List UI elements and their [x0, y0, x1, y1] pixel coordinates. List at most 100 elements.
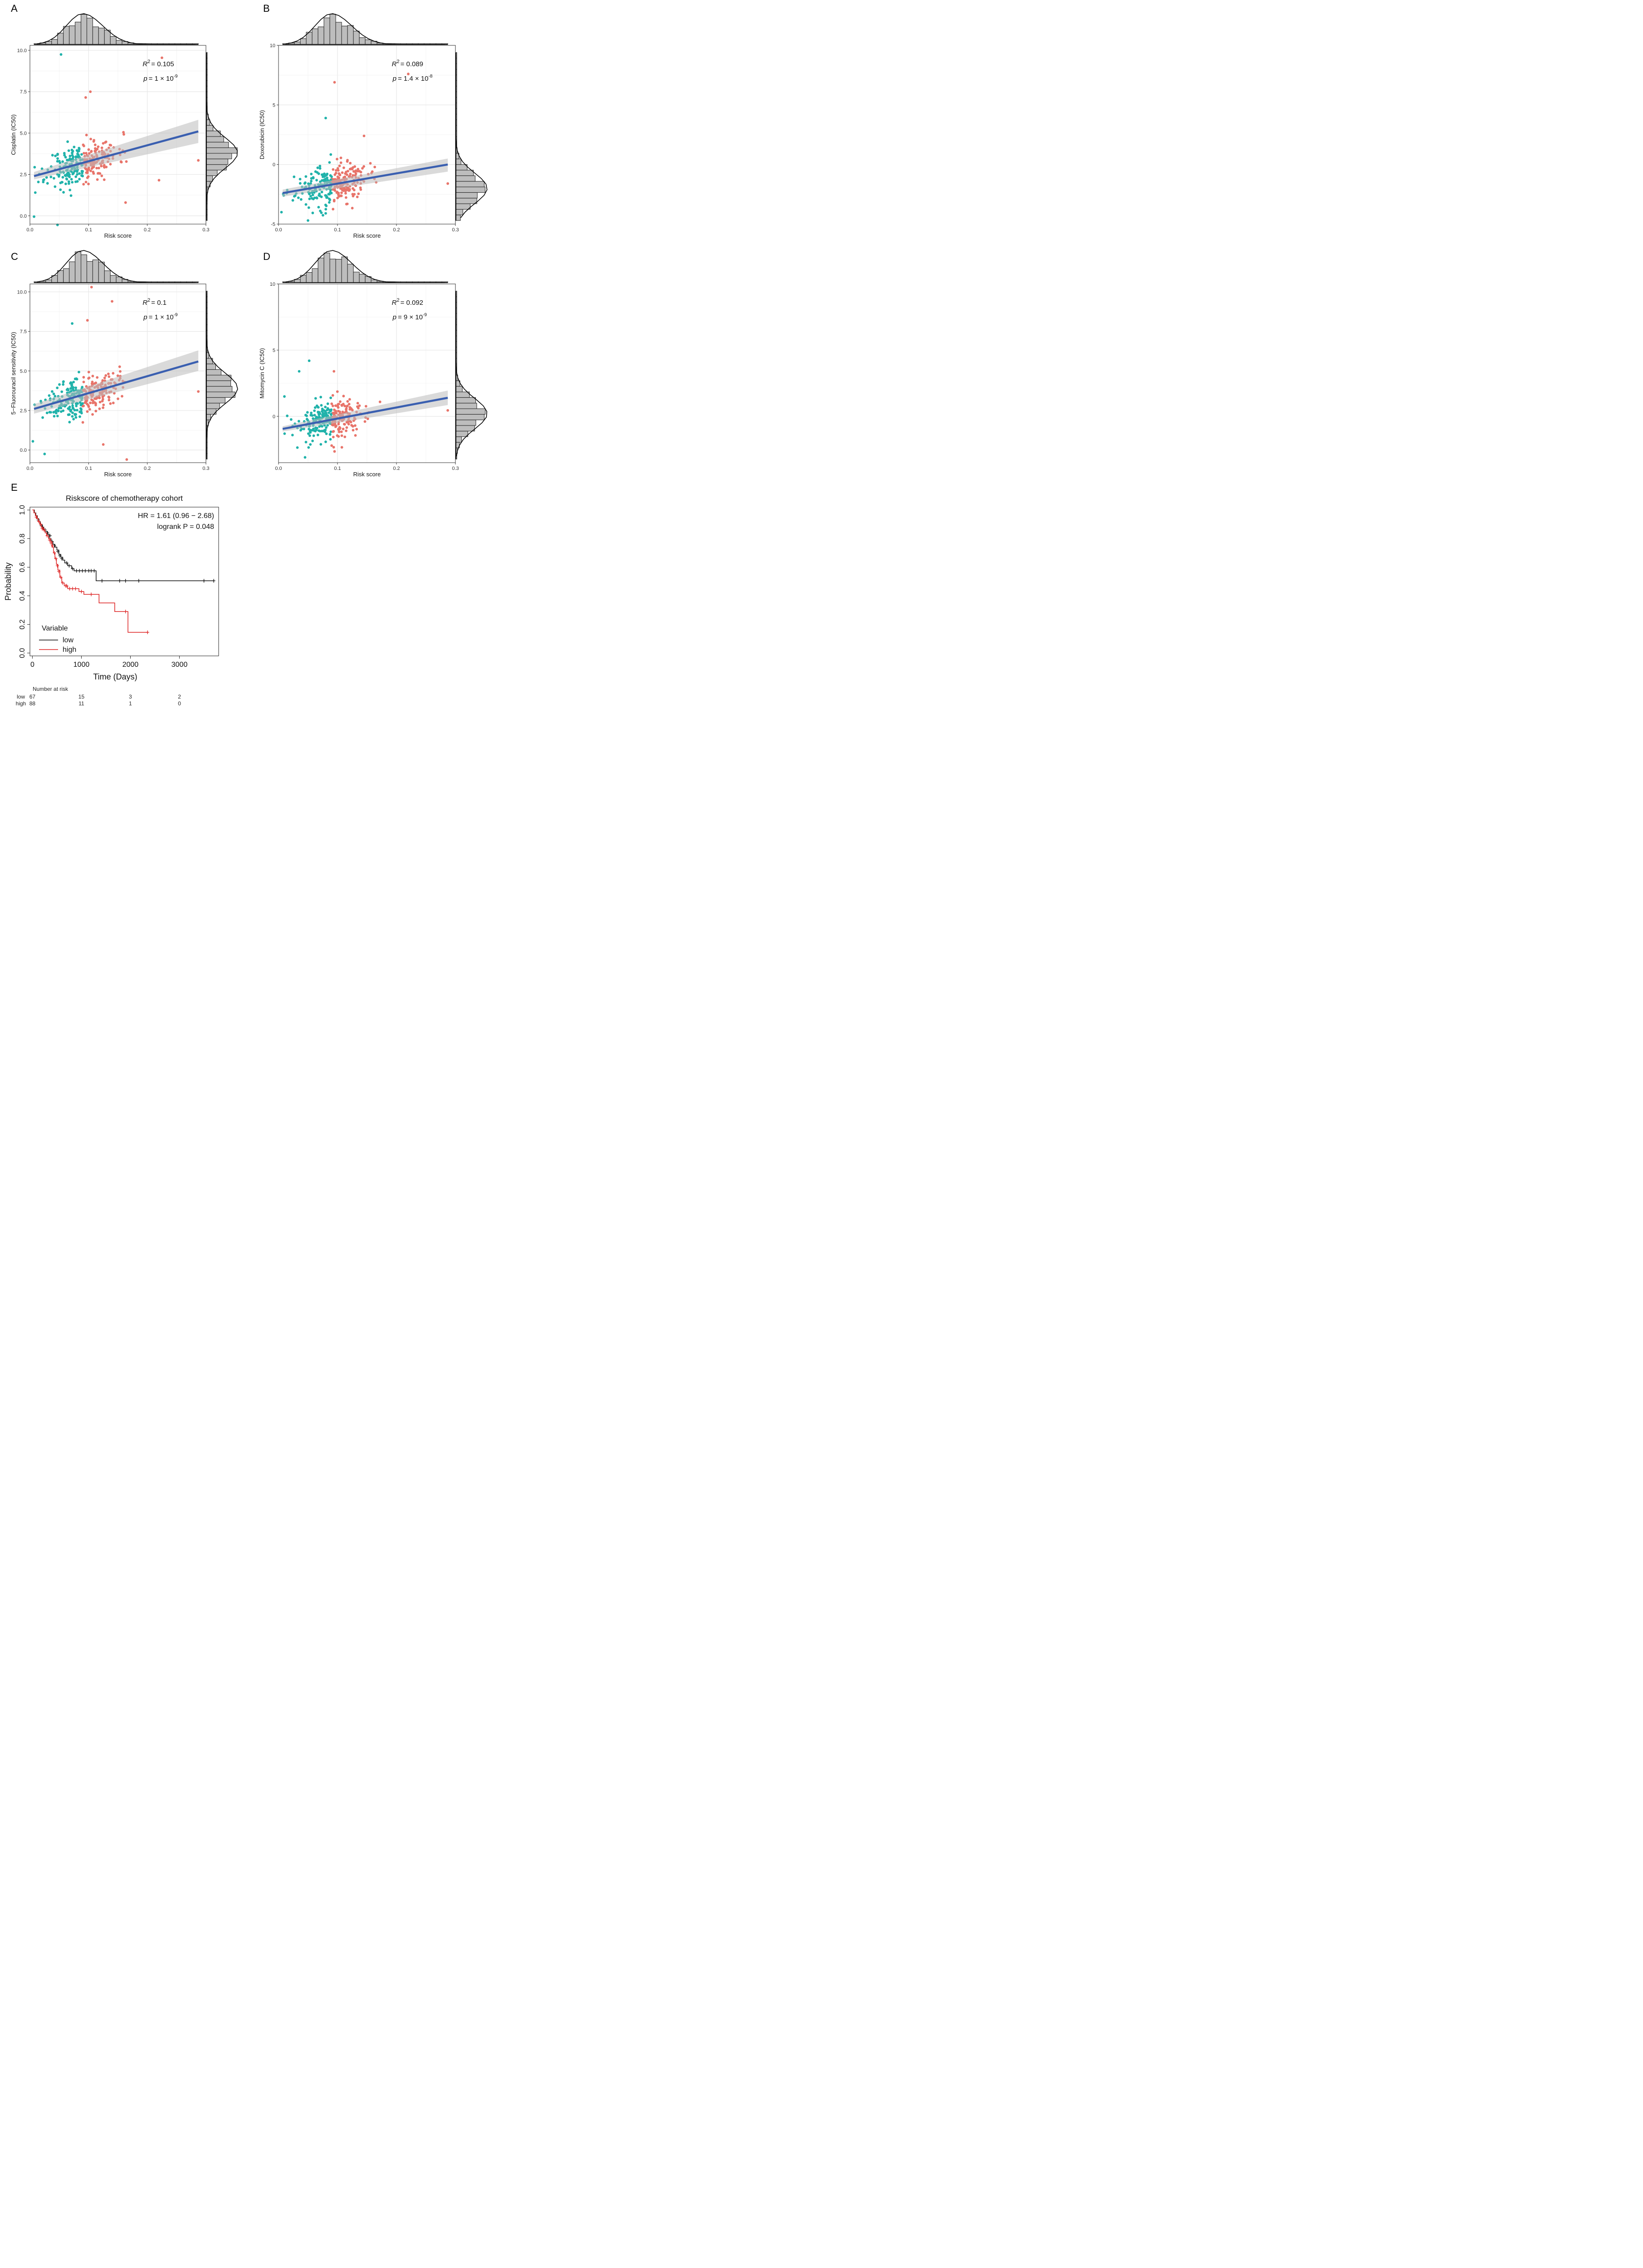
low-risk-point — [312, 434, 315, 437]
high-risk-point — [345, 426, 348, 429]
right-histogram-bar — [206, 380, 231, 387]
low-risk-point — [314, 397, 317, 400]
low-risk-point — [55, 408, 58, 411]
top-histogram-bar — [341, 25, 348, 45]
low-risk-point — [56, 415, 59, 418]
panel-letter: C — [11, 251, 18, 262]
low-risk-point — [298, 370, 301, 373]
top-histogram-bar — [359, 274, 366, 283]
km-y-tick-label: 0.2 — [19, 619, 26, 629]
low-risk-point — [314, 430, 317, 433]
right-histogram-bar — [206, 375, 231, 381]
low-risk-point — [80, 170, 83, 173]
top-histogram-bar — [45, 41, 52, 45]
high-risk-point — [333, 450, 336, 453]
high-risk-point — [353, 193, 356, 196]
high-risk-point — [407, 73, 410, 75]
low-risk-point — [71, 411, 74, 414]
high-risk-point — [354, 424, 357, 427]
censor-mark-high — [45, 534, 49, 538]
low-risk-point — [323, 430, 327, 433]
high-risk-point — [347, 423, 350, 425]
censor-mark-low — [202, 579, 206, 583]
low-risk-point — [320, 191, 323, 194]
high-risk-point — [348, 406, 352, 409]
high-risk-point — [362, 165, 365, 168]
low-risk-point — [70, 384, 73, 387]
low-risk-point — [329, 409, 333, 412]
y-tick-label: 7.5 — [20, 329, 27, 335]
top-histogram-bar — [329, 259, 336, 283]
top-histogram-bar — [92, 26, 99, 45]
right-histogram-bar — [206, 125, 214, 132]
high-risk-point — [337, 193, 340, 196]
low-risk-point — [65, 177, 68, 181]
low-risk-point — [69, 387, 72, 390]
high-risk-point — [107, 396, 110, 398]
high-risk-point — [366, 417, 369, 420]
low-risk-point — [68, 176, 71, 178]
high-risk-point — [344, 192, 347, 195]
high-risk-point — [352, 166, 354, 169]
low-risk-point — [318, 194, 321, 197]
low-risk-point — [42, 181, 45, 184]
low-risk-point — [77, 153, 80, 156]
right-histogram-bar — [206, 386, 233, 392]
low-risk-point — [56, 386, 59, 390]
low-risk-point — [293, 194, 297, 197]
high-risk-point — [98, 407, 101, 410]
censor-mark-low — [81, 569, 84, 573]
low-risk-point — [61, 176, 64, 179]
high-risk-point — [358, 404, 361, 407]
high-risk-point — [338, 426, 342, 430]
low-risk-point — [312, 197, 315, 200]
low-risk-point — [307, 219, 309, 222]
low-risk-point — [71, 152, 74, 154]
censor-mark-low — [60, 557, 64, 561]
risk-count-high: 88 — [29, 700, 36, 707]
high-risk-point — [101, 396, 104, 399]
top-histogram-bar — [359, 37, 366, 45]
right-histogram-bar — [455, 391, 470, 398]
censor-mark-low — [118, 579, 122, 583]
p-value-text: = 1 × 10 — [149, 75, 174, 83]
low-risk-point — [69, 410, 72, 413]
low-risk-point — [320, 211, 323, 214]
high-risk-point — [83, 144, 85, 147]
high-risk-point — [89, 169, 92, 172]
low-risk-point — [310, 172, 313, 176]
low-risk-point — [326, 414, 329, 417]
high-risk-point — [359, 188, 362, 191]
low-risk-point — [325, 174, 328, 176]
high-risk-point — [88, 152, 91, 155]
low-risk-point — [75, 405, 78, 407]
high-risk-point — [96, 376, 99, 379]
panel-c: C 0.0 0.1 0.2 0.3 0.0 2.5 5.0 7.5 10.0 Risk score 5… — [10, 250, 238, 478]
low-risk-point — [328, 201, 331, 204]
high-risk-point — [86, 319, 89, 322]
plot-border — [29, 284, 206, 463]
censor-mark-high — [49, 541, 53, 545]
legend-label-low: low — [63, 636, 73, 644]
low-risk-point — [74, 175, 78, 178]
censor-mark-high — [57, 569, 61, 573]
y-tick-label: -5 — [271, 222, 275, 227]
panel-a: A 0.0 0.1 0.2 0.3 0.0 2.5 5.0 7.5 10.0 Risk score C… — [10, 3, 238, 239]
top-histogram-bar — [57, 270, 64, 283]
high-risk-point — [125, 458, 128, 461]
high-risk-point — [86, 410, 89, 413]
low-risk-point — [49, 176, 53, 178]
high-risk-point — [118, 365, 121, 368]
km-x-tick-label: 2000 — [122, 661, 139, 669]
censor-mark-high — [59, 575, 63, 579]
high-risk-point — [352, 425, 354, 428]
low-risk-point — [33, 166, 36, 169]
low-risk-point — [304, 175, 308, 178]
low-risk-point — [76, 409, 78, 412]
high-risk-point — [83, 152, 85, 155]
y-tick-label: 0.0 — [20, 448, 27, 453]
top-histogram-bar — [347, 25, 354, 45]
high-risk-point — [345, 408, 347, 411]
high-risk-point — [116, 374, 119, 377]
